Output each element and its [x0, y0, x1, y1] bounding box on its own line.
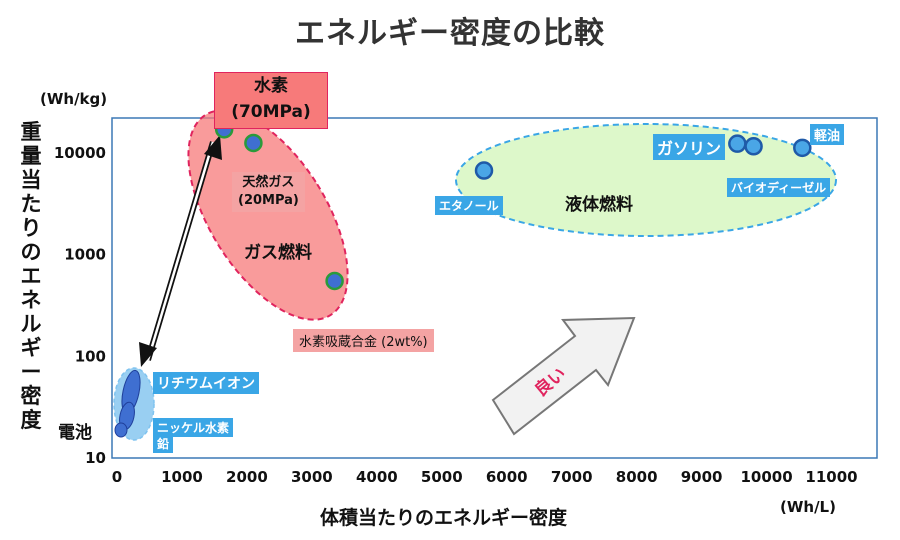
x-tick-label: 8000 [616, 468, 658, 486]
data-point [744, 137, 763, 156]
x-tick-label: 4000 [356, 468, 398, 486]
hydrogen-label-box: 水素 (70MPa) [214, 72, 328, 129]
x-tick-label: 5000 [421, 468, 463, 486]
biodiesel-label: バイオディーゼル [727, 178, 831, 197]
alloy-label: 水素吸蔵合金 (2wt%) [293, 329, 434, 352]
data-point [793, 138, 812, 158]
gas-fuel-group-label: ガス燃料 [244, 243, 312, 263]
lead-acid-blob [114, 422, 128, 438]
y-tick-label: 10000 [54, 144, 106, 162]
y-tick-label: 1000 [64, 246, 106, 264]
y-axis-label: 重量当たりのエネルギー密度 [20, 120, 42, 432]
x-tick-label: 3000 [291, 468, 333, 486]
x-tick-label: 0 [112, 468, 122, 486]
better-direction-arrow [491, 316, 636, 436]
lead-acid-label: 鉛 [153, 434, 174, 453]
chart-title: エネルギー密度の比較 [295, 16, 605, 51]
ethanol-label: エタノール [435, 196, 503, 215]
x-tick-label: 11000 [805, 468, 857, 486]
comparison-arrow-inner [146, 141, 215, 361]
comparison-arrowhead-top [204, 135, 222, 160]
natural-gas-pressure-label: (20MPa) [238, 193, 299, 208]
x-axis-unit: (Wh/L) [780, 498, 836, 516]
x-tick-label: 9000 [681, 468, 723, 486]
natural-gas-label-box: 天然ガス (20MPa) [232, 172, 305, 212]
hydrogen-label: 水素 [254, 76, 288, 96]
diesel-label: 軽油 [810, 124, 845, 145]
data-point [244, 133, 263, 153]
x-axis-label: 体積当たりのエネルギー密度 [320, 507, 568, 529]
comparison-arrowhead-bottom [139, 342, 157, 367]
gasoline-label: ガソリン [653, 134, 726, 160]
y-axis-unit: (Wh/kg) [40, 90, 108, 108]
x-tick-label: 6000 [486, 468, 528, 486]
x-tick-label: 1000 [161, 468, 203, 486]
y-tick-label: 10 [85, 449, 106, 467]
battery-group-label: 電池 [58, 423, 92, 443]
data-point [325, 271, 344, 291]
lithium-ion-label: リチウムイオン [153, 372, 259, 394]
natural-gas-label: 天然ガス [242, 175, 295, 190]
x-tick-label: 10000 [740, 468, 792, 486]
hydrogen-pressure-label: (70MPa) [231, 102, 311, 122]
y-tick-label: 100 [75, 347, 106, 365]
gas-fuel-group-ellipse [187, 109, 349, 321]
x-tick-label: 2000 [226, 468, 268, 486]
data-point [728, 134, 747, 153]
nickel-hydride-label: ニッケル水素 [153, 418, 234, 437]
liquid-fuel-group-label: 液体燃料 [565, 195, 633, 215]
data-point [474, 161, 494, 180]
x-tick-label: 7000 [551, 468, 593, 486]
